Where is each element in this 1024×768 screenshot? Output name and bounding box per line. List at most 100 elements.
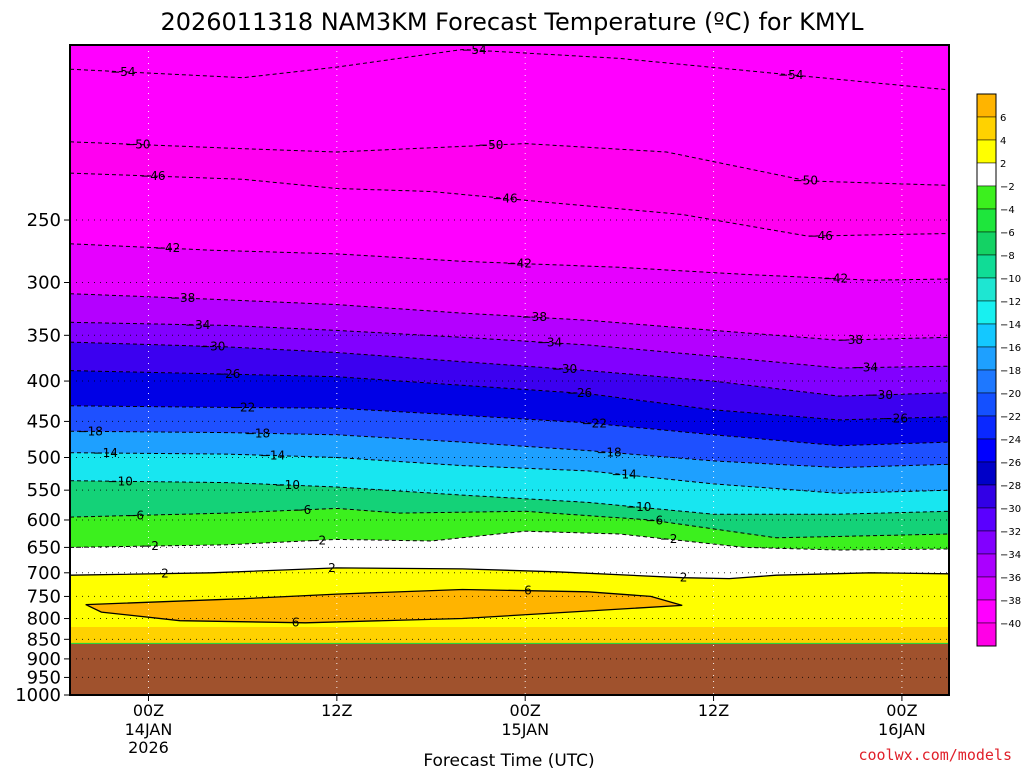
x-tick-sublabel: 2026 xyxy=(128,738,169,757)
colorbar-label: 4 xyxy=(1000,136,1006,147)
contour-label: −6 xyxy=(126,508,144,522)
y-tick-label: 300 xyxy=(27,272,61,293)
contour-label: −10 xyxy=(275,478,300,492)
contour-line xyxy=(70,480,949,515)
temperature-band xyxy=(70,173,949,281)
contour-label: 2 xyxy=(328,561,336,575)
colorbar-label: 2 xyxy=(1000,159,1006,170)
colorbar-cell xyxy=(976,300,997,325)
y-tick-label: 350 xyxy=(27,325,61,346)
colorbar-cell xyxy=(976,530,997,555)
temperature-band xyxy=(70,431,949,494)
colorbar-label: −2 xyxy=(1000,182,1015,193)
contour-label: −38 xyxy=(170,291,195,305)
contour-line xyxy=(70,370,949,421)
colorbar-cell xyxy=(976,553,997,578)
colorbar-label: −36 xyxy=(1000,573,1021,584)
contour-label: −42 xyxy=(823,272,848,286)
colorbar-cell xyxy=(976,277,997,302)
contour-label: −18 xyxy=(245,426,270,440)
contour-line xyxy=(70,430,949,469)
contour-label: −50 xyxy=(478,138,503,152)
contour-label: −30 xyxy=(868,388,893,402)
contour-label: −38 xyxy=(838,333,863,347)
temperature-band xyxy=(70,293,949,368)
contour-line xyxy=(70,567,949,580)
colorbar-label: −30 xyxy=(1000,504,1021,515)
temperature-band xyxy=(70,405,949,468)
colorbar-cell xyxy=(976,323,997,348)
temperature-band xyxy=(70,452,949,515)
contour-label: −46 xyxy=(140,169,165,183)
colorbar-label: −6 xyxy=(1000,228,1015,239)
warm-core-region xyxy=(85,589,683,623)
temperature-band xyxy=(70,627,949,644)
colorbar-label: −26 xyxy=(1000,458,1021,469)
colorbar-cell xyxy=(976,507,997,532)
y-tick-label: 500 xyxy=(27,448,61,469)
x-tick-label: 00Z xyxy=(133,701,164,720)
contour-line xyxy=(70,405,949,447)
colorbar-label: −18 xyxy=(1000,366,1021,377)
colorbar-cell xyxy=(976,208,997,233)
contour-label: −46 xyxy=(492,191,517,205)
colorbar-label: −34 xyxy=(1000,550,1021,561)
colorbar-cell xyxy=(976,461,997,486)
y-tick-label: 1000 xyxy=(15,685,61,706)
x-tick-label: 00Z xyxy=(886,701,917,720)
contour-line xyxy=(70,452,949,494)
contour-label: −2 xyxy=(660,532,678,546)
colorbar-cell xyxy=(976,369,997,394)
contour-line xyxy=(70,293,949,341)
colorbar-cell xyxy=(976,346,997,371)
colorbar-cell xyxy=(976,415,997,440)
temperature-band xyxy=(70,508,949,550)
colorbar-cell xyxy=(976,392,997,417)
terrain-fill xyxy=(70,643,949,695)
x-tick-label: 12Z xyxy=(321,701,352,720)
y-tick-label: 250 xyxy=(27,210,61,231)
temperature-band xyxy=(70,480,949,538)
contour-line xyxy=(70,507,949,539)
colorbar-cell xyxy=(976,599,997,624)
colorbar-cell xyxy=(976,93,997,118)
contour-label: −22 xyxy=(230,401,255,415)
contour-label: −26 xyxy=(883,411,908,425)
contour-line xyxy=(85,588,683,624)
contour-label: −10 xyxy=(108,474,133,488)
temperature-band xyxy=(70,243,949,341)
colorbar-label: −22 xyxy=(1000,412,1021,423)
temperature-band xyxy=(70,342,949,420)
contour-label: −22 xyxy=(582,417,607,431)
temperature-band xyxy=(70,141,949,237)
contour-label: −6 xyxy=(294,503,312,517)
contour-label: −38 xyxy=(522,310,547,324)
temperature-band xyxy=(70,49,949,186)
y-tick-label: 700 xyxy=(27,563,61,584)
contour-line xyxy=(70,321,949,369)
contour-line xyxy=(70,341,949,397)
contour-label: −50 xyxy=(793,173,818,187)
contour-label: 2 xyxy=(161,567,169,581)
contour-label: −42 xyxy=(507,257,532,271)
temperature-band xyxy=(70,370,949,446)
contour-line xyxy=(70,48,949,91)
colorbar-cell xyxy=(976,231,997,256)
credit-text: coolwx.com/models xyxy=(858,746,1012,764)
y-tick-label: 750 xyxy=(27,586,61,607)
contour-label: −50 xyxy=(125,138,150,152)
temperature-band xyxy=(70,322,949,397)
colorbar-label: 6 xyxy=(1000,113,1006,124)
warm-core-fill xyxy=(85,589,683,623)
terrain-region xyxy=(70,642,949,695)
x-tick-label: 12Z xyxy=(698,701,729,720)
colorbar-label: −8 xyxy=(1000,251,1015,262)
contour-label: −14 xyxy=(260,449,285,463)
contour-line xyxy=(70,243,949,281)
contour-label: −30 xyxy=(200,339,225,353)
colorbar-cell xyxy=(976,162,997,187)
colorbar-cell xyxy=(976,185,997,210)
colorbar-cell xyxy=(976,622,997,647)
colorbar-cell xyxy=(976,139,997,164)
contour-label: −18 xyxy=(78,424,103,438)
